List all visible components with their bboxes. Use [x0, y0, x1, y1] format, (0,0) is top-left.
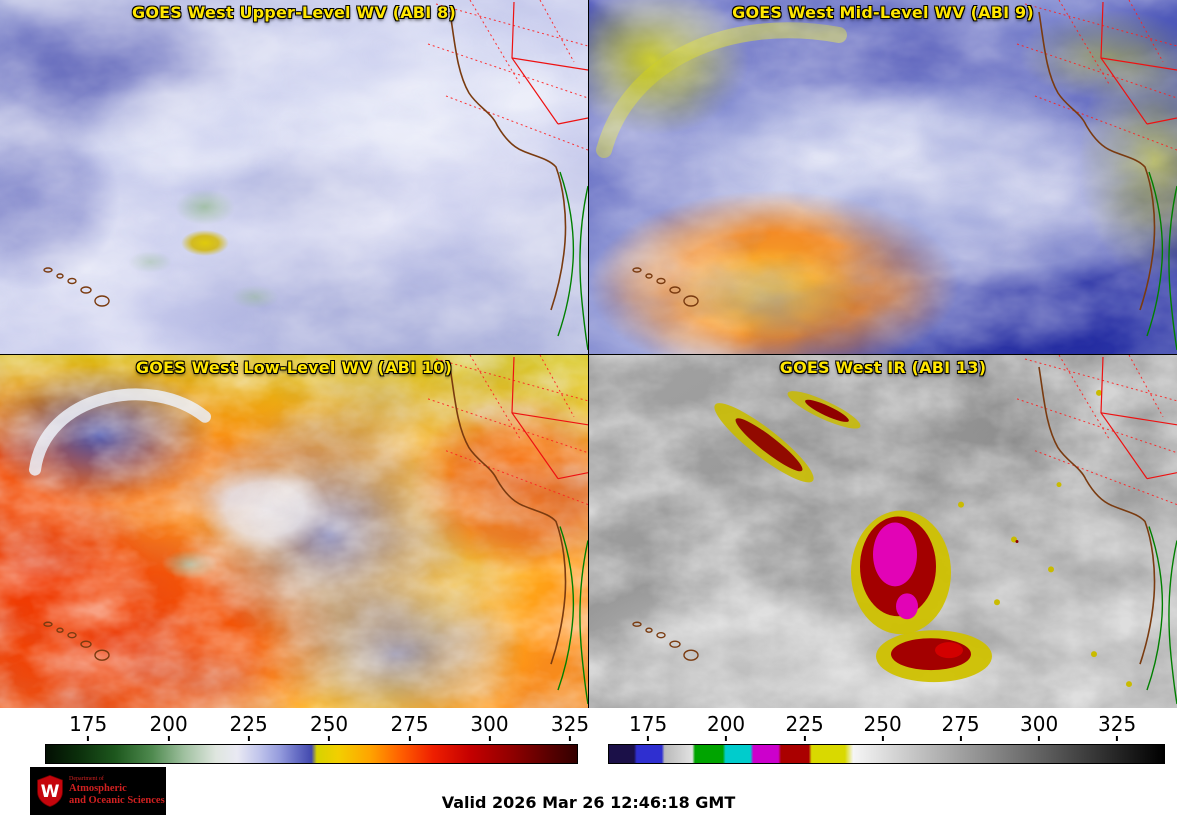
tick: 250	[864, 714, 902, 741]
panel-upper-level-wv: GOES West Upper-Level WV (ABI 8)	[0, 0, 588, 354]
tick-mark	[87, 736, 90, 741]
tick-label: 275	[941, 712, 980, 736]
tick: 325	[1098, 714, 1136, 741]
tick-mark	[881, 736, 884, 741]
panel-low-level-wv: GOES West Low-Level WV (ABI 10)	[0, 355, 588, 708]
tick-mark	[488, 736, 491, 741]
wv-colorbar	[45, 744, 578, 764]
tick: 250	[310, 714, 348, 741]
tick-label: 225	[229, 712, 268, 736]
wv-temperature-scale: 175 200 225 250 275 300 325	[45, 712, 589, 766]
tick: 200	[707, 714, 745, 741]
satellite-panel-grid: GOES West Upper-Level WV (ABI 8)	[0, 0, 1177, 708]
tick-mark	[167, 736, 170, 741]
tick: 225	[786, 714, 824, 741]
ir-temperature-scale: 175 200 225 250 275 300 325	[608, 714, 1165, 766]
tick-mark	[959, 736, 962, 741]
satellite-image-upper-level-wv	[0, 0, 588, 354]
tick-label: 250	[309, 712, 349, 736]
satellite-image-ir	[589, 355, 1177, 708]
tick-label: 175	[629, 712, 668, 736]
logo-department-of: Department of	[69, 776, 104, 782]
tick-mark	[803, 736, 806, 741]
ir-colorbar	[608, 744, 1165, 764]
tick-mark	[725, 736, 728, 741]
tick: 300	[470, 712, 509, 741]
tick-label: 300	[1020, 712, 1059, 736]
tick-label: 325	[550, 712, 590, 736]
panel-ir: GOES West IR (ABI 13)	[589, 355, 1177, 708]
tick: 225	[230, 714, 268, 741]
tick-label: 250	[863, 712, 902, 736]
tick: 175	[629, 714, 667, 741]
tick: 275	[390, 712, 429, 741]
tick-mark	[569, 736, 571, 741]
tick-label: 200	[706, 712, 746, 736]
crest-letter: W	[41, 782, 60, 802]
tick: 200	[150, 714, 188, 741]
tick-label: 200	[149, 712, 188, 736]
logo-atmospheric: Atmospheric	[69, 783, 127, 794]
tick: 275	[941, 712, 980, 741]
tick-label: 325	[1098, 712, 1137, 736]
valid-time: Valid 2026 Mar 26 12:46:18 GMT	[441, 793, 736, 812]
aos-department-logo: W Department of Atmospheric and Oceanic …	[30, 767, 166, 815]
tick-label: 175	[69, 712, 108, 736]
satellite-image-mid-level-wv	[589, 0, 1177, 354]
cold-cloud-top-enhancements	[714, 389, 1132, 688]
tick-mark	[247, 736, 250, 741]
tick-label: 225	[785, 712, 824, 736]
tick: 325	[551, 714, 589, 741]
satellite-image-low-level-wv	[0, 355, 588, 708]
footer: W Department of Atmospheric and Oceanic …	[0, 766, 1177, 820]
tick-mark	[1116, 736, 1119, 741]
tick: 175	[69, 714, 107, 741]
tick-label: 275	[390, 712, 429, 736]
colorbar-strip: 175 200 225 250 275 300 325 175 200 225 …	[0, 708, 1177, 766]
logo-text: Department of Atmospheric and Oceanic Sc…	[69, 776, 165, 806]
logo-oceanic-sciences: and Oceanic Sciences	[69, 794, 165, 806]
tick: 300	[1020, 714, 1058, 741]
tick-mark	[647, 736, 650, 741]
tick-label: 300	[470, 712, 509, 736]
panel-mid-level-wv: GOES West Mid-Level WV (ABI 9)	[589, 0, 1177, 354]
tick-mark	[1038, 736, 1041, 741]
uw-crest-icon: W	[37, 775, 63, 807]
tick-mark	[328, 736, 331, 741]
tick-mark	[408, 736, 411, 741]
